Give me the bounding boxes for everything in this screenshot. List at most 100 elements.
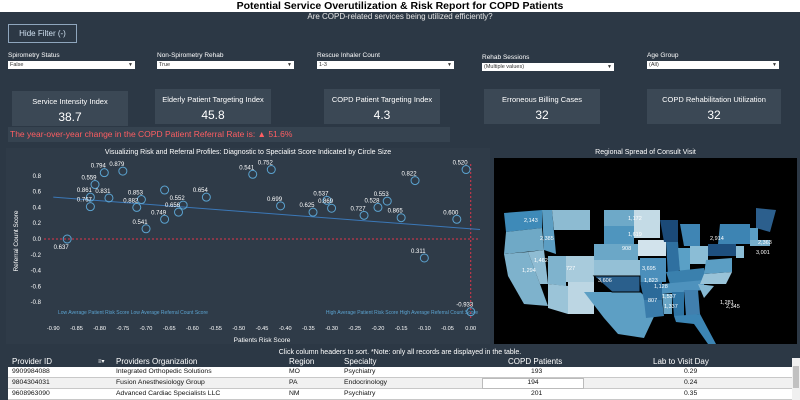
kpi-service-intensity: Service Intensity Index 38.7	[12, 91, 128, 126]
state-ok	[594, 276, 640, 292]
column-header-organization[interactable]: Providers Organization	[116, 357, 198, 366]
kpi-label: COPD Rehabilitation Utilization	[662, 95, 766, 104]
cell-copd-patients: 193	[531, 368, 543, 375]
cell-provider-id: 9804304031	[12, 379, 50, 386]
map-title: Regional Spread of Consult Visit	[595, 149, 696, 156]
x-tick-label: -0.80	[93, 326, 106, 332]
table-row[interactable]: 9608963090 Advanced Cardiac Specialists …	[8, 389, 792, 400]
scatter-point	[132, 202, 142, 212]
state-az	[548, 284, 568, 314]
state-ks	[594, 260, 640, 276]
point-label: 0.541	[133, 220, 149, 226]
scatter-point	[201, 192, 211, 202]
scatter-chart[interactable]: 0.8 0.6 0.4 0.2 0.0 -0.2 -0.4 -0.6 -0.8 -0.90 -0.8…	[6, 148, 490, 344]
filter-select-spirometry[interactable]: False ▼	[8, 61, 135, 69]
column-header-specialty[interactable]: Specialty	[344, 357, 377, 366]
point-label: 0.727	[351, 206, 367, 212]
map-value-label: 908	[622, 246, 631, 252]
cell-copd-patients: 201	[531, 390, 543, 397]
point-label: 0.637	[54, 245, 70, 251]
column-header-copd-patients[interactable]: COPD Patients	[508, 357, 563, 366]
point-label: 0.879	[109, 162, 125, 168]
y-tick-label: 0.0	[33, 237, 42, 243]
scatter-point	[308, 207, 318, 217]
filter-select-rescue-inhaler[interactable]: 1-3 ▼	[317, 61, 454, 69]
state-nh	[750, 228, 758, 240]
state-fl	[674, 314, 716, 344]
scatter-point	[396, 213, 406, 223]
point-label: 0.654	[193, 188, 209, 194]
filter-select-age-group[interactable]: (All) ▼	[647, 61, 779, 69]
state-wi	[660, 220, 678, 242]
column-header-region[interactable]: Region	[289, 357, 315, 366]
column-header-lab-to-visit[interactable]: Lab to Visit Day	[653, 357, 709, 366]
scatter-point	[160, 214, 170, 224]
scatter-point	[466, 307, 476, 317]
x-tick-label: -0.60	[186, 326, 199, 332]
x-tick-label: -0.90	[47, 326, 60, 332]
scatter-point	[359, 210, 369, 220]
state-il	[666, 242, 680, 276]
scatter-point	[266, 165, 276, 175]
quadrant-label-high: High Average Patient Risk Score High Ave…	[326, 310, 478, 316]
scatter-point	[62, 234, 72, 244]
sort-icon[interactable]: ≡▾	[98, 359, 105, 365]
state-mi	[680, 224, 700, 246]
state-ut	[548, 256, 566, 286]
state-in	[678, 248, 690, 272]
map-value-label: 1,823	[644, 278, 658, 284]
state-shapes	[504, 208, 776, 344]
chevron-down-icon: ▼	[772, 62, 777, 68]
point-label: -0.933	[456, 303, 474, 309]
point-label: 0.831	[95, 189, 111, 195]
scatter-point	[99, 168, 109, 178]
point-label: 0.311	[411, 249, 426, 255]
x-tick-label: -0.70	[140, 326, 153, 332]
filter-value: 1-3	[319, 62, 327, 68]
state-nv	[528, 250, 548, 284]
point-label: 0.625	[300, 203, 316, 209]
scatter-point	[452, 214, 462, 224]
state-mo	[640, 258, 666, 282]
column-header-provider-id[interactable]: Provider ID	[12, 357, 53, 366]
y-tick-label: 0.4	[33, 205, 42, 211]
scatter-point	[373, 202, 383, 212]
state-al	[672, 292, 684, 316]
table-row[interactable]: 9909984088 Integrated Orthopedic Solutio…	[8, 367, 792, 378]
filter-select-rehab-sessions[interactable]: (Multiple values) ▼	[482, 63, 614, 71]
map-value-label: 1,281	[720, 300, 734, 306]
kpi-label: Elderly Patient Targeting Index	[162, 95, 264, 104]
state-ne	[594, 244, 638, 260]
filter-value: False	[10, 62, 24, 68]
point-label: 0.853	[128, 191, 144, 197]
map-value-label: 3,001	[756, 250, 770, 256]
cell-organization: Integrated Orthopedic Solutions	[116, 368, 212, 375]
table-scrollbar-thumb[interactable]	[793, 366, 799, 388]
map-panel: Regional Spread of Consult Visit	[493, 148, 798, 344]
x-tick-label: -0.65	[163, 326, 176, 332]
map-value-label: 2,345	[726, 304, 740, 310]
kpi-label: Service Intensity Index	[32, 97, 108, 106]
state-pa	[708, 244, 736, 256]
map-value-label: 2,143	[524, 218, 538, 224]
table-row[interactable]: 9804304031 Fusion Anesthesiology Group P…	[8, 378, 792, 389]
scatter-point	[327, 203, 337, 213]
map-value-label: 2,385	[540, 236, 554, 242]
state-la	[644, 300, 664, 318]
scatter-point	[382, 196, 392, 206]
page-title: Potential Service Overutilization & Risk…	[0, 0, 800, 12]
state-ms	[662, 294, 672, 314]
us-map[interactable]: 2,143 2,385 1,462 727 1,294 1,172 1,619 3,695 90…	[494, 158, 797, 344]
quadrant-label-low: Low Average Patient Risk Score Low Avera…	[58, 310, 208, 316]
kpi-value: 4.3	[373, 108, 391, 122]
filter-label-non-spirometry: Non-Spirometry Rehab	[157, 52, 224, 59]
x-tick-label: -0.20	[372, 326, 385, 332]
state-tx	[584, 292, 658, 338]
filter-select-non-spirometry[interactable]: True ▼	[157, 61, 294, 69]
map-value-label: 1,619	[628, 232, 642, 238]
y-tick-label: -0.4	[31, 269, 42, 275]
x-tick-label: -0.15	[395, 326, 408, 332]
point-label: 0.882	[123, 198, 139, 204]
state-or	[504, 228, 544, 254]
hide-filter-button[interactable]: Hide Filter (-)	[8, 24, 77, 43]
